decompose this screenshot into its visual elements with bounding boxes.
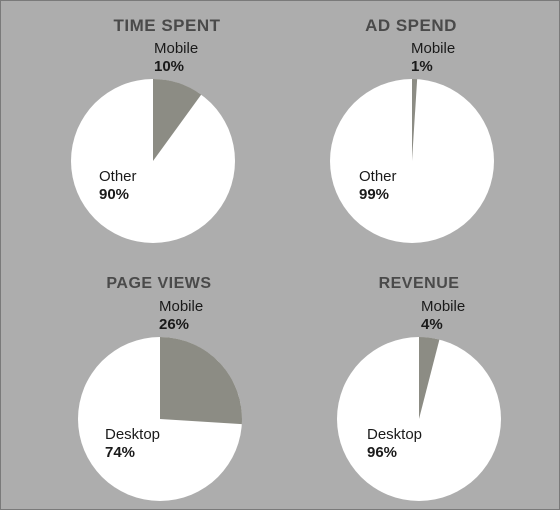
chart-title: REVENUE bbox=[379, 275, 460, 292]
slice-value-mobile: 4% bbox=[421, 316, 443, 333]
slice-value-mobile: 10% bbox=[154, 58, 184, 75]
slice-value-desktop: 96% bbox=[367, 444, 397, 461]
slice-label-mobile: Mobile bbox=[411, 40, 455, 57]
slice-value-other: 90% bbox=[99, 186, 129, 203]
pie-slice-mobile bbox=[153, 79, 202, 161]
slice-label-mobile: Mobile bbox=[154, 40, 198, 57]
slice-label-other: Other bbox=[359, 168, 397, 185]
slice-label-other: Other bbox=[99, 168, 137, 185]
pie-slice-mobile bbox=[419, 337, 440, 419]
slice-label-mobile: Mobile bbox=[159, 298, 203, 315]
chart-title: PAGE VIEWS bbox=[106, 275, 211, 292]
pie-slice-mobile bbox=[412, 79, 418, 161]
chart-title: AD SPEND bbox=[365, 16, 457, 35]
slice-value-other: 99% bbox=[359, 186, 389, 203]
slice-value-mobile: 1% bbox=[411, 58, 433, 75]
slice-label-desktop: Desktop bbox=[105, 426, 160, 443]
slice-label-mobile: Mobile bbox=[421, 298, 465, 315]
chart-title: TIME SPENT bbox=[113, 16, 220, 35]
slice-value-mobile: 26% bbox=[159, 316, 189, 333]
slice-label-desktop: Desktop bbox=[367, 426, 422, 443]
pie-slice-mobile bbox=[160, 337, 242, 425]
slice-value-desktop: 74% bbox=[105, 444, 135, 461]
